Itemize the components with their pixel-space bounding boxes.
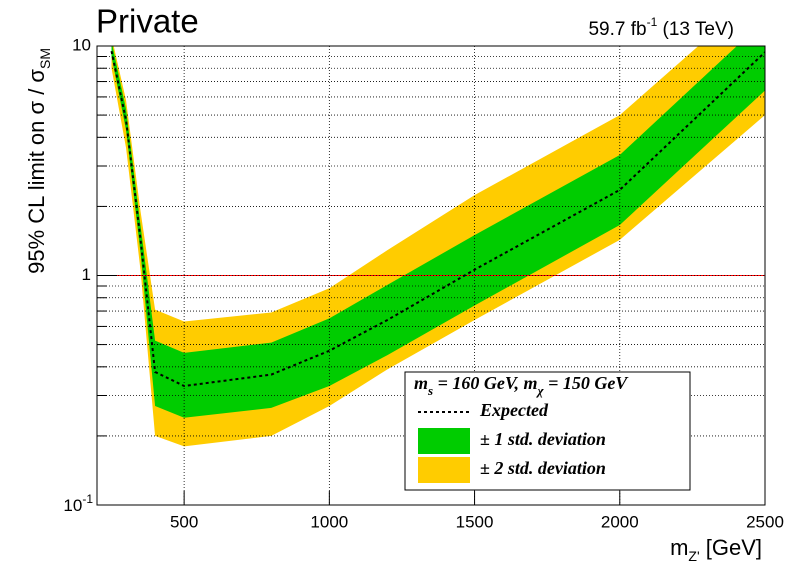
y-tick-exponent: -1 <box>82 492 93 506</box>
legend-swatch <box>418 457 470 483</box>
legend-label: ± 1 std. deviation <box>480 429 606 449</box>
legend-label: Expected <box>479 400 549 420</box>
y-tick-label: 10-1 <box>63 492 93 515</box>
y-tick-label: 10 <box>72 35 91 54</box>
error-band <box>111 46 765 418</box>
legend-title-part: = 150 GeV <box>544 373 630 393</box>
chart-title: Private <box>96 3 199 40</box>
legend-title-part: = 160 GeV, m <box>433 373 537 393</box>
lumi-label-part: (13 TeV) <box>657 19 734 40</box>
legend-title-part: s <box>427 383 433 398</box>
lumi-label-part: -1 <box>647 15 658 29</box>
x-axis-label-part: [GeV] <box>700 535 762 560</box>
x-tick-label: 1000 <box>310 512 348 531</box>
x-tick-label: 2500 <box>746 512 784 531</box>
x-axis-label-part: Z' <box>688 548 699 564</box>
x-tick-label: 2000 <box>601 512 639 531</box>
x-tick-label: 500 <box>170 512 198 531</box>
y-axis-label: 95% CL limit on σ / σSM <box>24 48 53 274</box>
lumi-label-part: 59.7 fb <box>588 19 646 40</box>
legend-title: ms = 160 GeV, mχ = 150 GeV <box>414 373 629 398</box>
y-axis-label-part: 95% CL limit on σ / σ <box>24 69 49 274</box>
lumi-label: 59.7 fb-1 (13 TeV) <box>588 15 734 40</box>
x-axis-label: mZ' [GeV] <box>670 535 762 564</box>
y-axis-label-part: SM <box>37 48 53 69</box>
y-tick-base: 10 <box>63 496 82 515</box>
x-axis-label-part: m <box>670 535 688 560</box>
legend-swatch <box>418 428 470 454</box>
legend-label: ± 2 std. deviation <box>480 458 606 478</box>
legend-title-part: m <box>414 373 428 393</box>
expected-line <box>110 50 765 388</box>
y-tick-label: 1 <box>82 265 91 284</box>
legend-title-part: χ <box>536 383 545 398</box>
x-tick-label: 1500 <box>456 512 494 531</box>
